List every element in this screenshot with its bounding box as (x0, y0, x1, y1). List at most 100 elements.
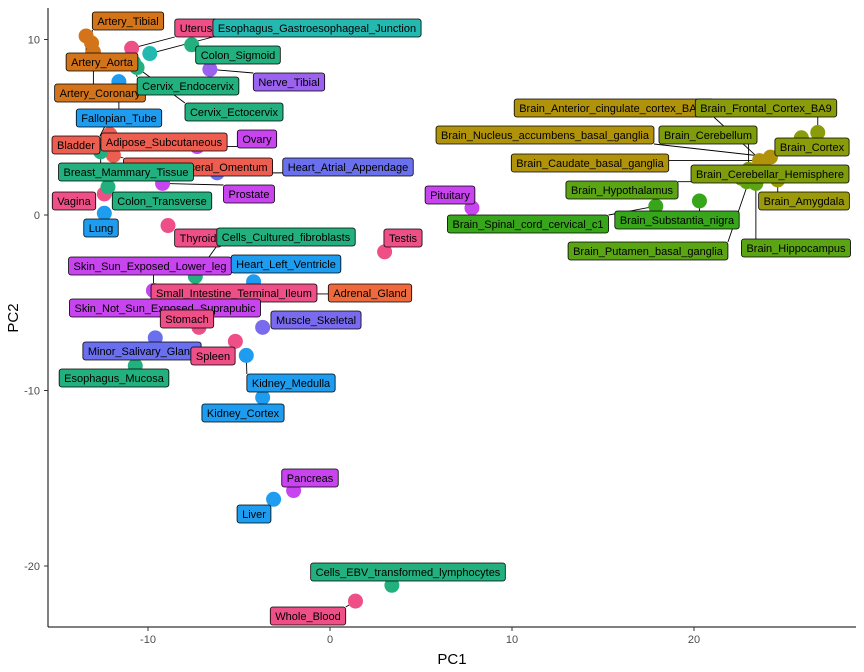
label-box (270, 310, 362, 330)
label-box (252, 72, 326, 92)
label-pancreas: Pancreas (281, 468, 339, 488)
x-tick-label: 20 (688, 634, 700, 646)
label-text: Cells_EBV_transformed_lymphocytes (316, 567, 501, 579)
label-box (91, 11, 165, 31)
label-text: Brain_Spinal_cord_cervical_c1 (452, 219, 603, 231)
label-whole-blood: Whole_Blood (269, 606, 347, 626)
label-adipose-subcutaneous: Adipose_Subcutaneous (100, 132, 228, 152)
y-axis-title: PC2 (5, 303, 22, 332)
label-text: Brain_Caudate_basal_ganglia (516, 158, 664, 170)
label-box (236, 504, 272, 524)
label-text: Muscle_Skeletal (276, 315, 356, 327)
point-kidney-cortex (255, 390, 271, 406)
label-text: Fallopian_Tube (81, 113, 156, 125)
point-thyroid (160, 218, 176, 234)
label-box (567, 241, 729, 261)
x-axis-title: PC1 (437, 651, 466, 668)
y-tick-label: 10 (28, 35, 40, 47)
label-skin-sun-exposed-lower-leg: Skin_Sun_Exposed_Lower_leg (68, 256, 232, 276)
point-artery-aorta (78, 28, 94, 44)
label-stomach: Stomach (159, 309, 215, 329)
label-text: Brain_Nucleus_accumbens_basal_ganglia (441, 130, 650, 142)
label-brain-frontal-cortex-ba9: Brain_Frontal_Cortex_BA9 (694, 98, 838, 118)
label-box (83, 218, 119, 238)
label-brain-putamen-basal-ganglia: Brain_Putamen_basal_ganglia (567, 241, 729, 261)
label-text: Brain_Putamen_basal_ganglia (573, 246, 724, 258)
label-box (383, 228, 423, 248)
label-box (565, 180, 679, 200)
point-uterus (124, 40, 140, 56)
label-box (159, 309, 215, 329)
label-cells-ebv-transformed-lymphocytes: Cells_EBV_transformed_lymphocytes (310, 562, 506, 582)
label-text: Brain_Cortex (780, 142, 845, 154)
x-tick-label: -10 (140, 634, 156, 646)
x-tick-label: 0 (327, 634, 333, 646)
label-nerve-tibial: Nerve_Tibial (252, 72, 326, 92)
point-lung (96, 205, 112, 221)
label-uterus: Uterus (174, 18, 218, 38)
label-box (212, 18, 422, 38)
label-box (327, 283, 413, 303)
y-tick-label: 0 (34, 210, 40, 222)
label-text: Brain_Hypothalamus (571, 185, 674, 197)
label-text: Pituitary (430, 190, 470, 202)
point-brain-substantia-nigra (691, 193, 707, 209)
leader-line (162, 182, 224, 186)
point-liver (266, 491, 282, 507)
label-artery-coronary: Artery_Coronary (54, 83, 146, 103)
label-text: Brain_Amygdala (764, 196, 846, 208)
label-colon-sigmoid: Colon_Sigmoid (195, 45, 281, 65)
label-box (223, 184, 275, 204)
label-text: Nerve_Tibial (258, 77, 319, 89)
point-kidney-medulla (238, 347, 254, 363)
label-box (758, 191, 850, 211)
label-thyroid: Thyroid (174, 228, 222, 248)
label-text: Artery_Coronary (60, 88, 141, 100)
label-pituitary: Pituitary (424, 185, 476, 205)
label-text: Minor_Salivary_Gland (88, 346, 196, 358)
point-cells-ebv-transformed-lymphocytes (384, 577, 400, 593)
label-text: Testis (389, 233, 418, 245)
label-text: Adipose_Subcutaneous (106, 137, 223, 149)
label-text: Thyroid (180, 233, 217, 245)
label-box (184, 102, 284, 122)
y-tick-label: -20 (24, 561, 40, 573)
label-text: Small_Intestine_Terminal_Ileum (156, 288, 312, 300)
label-cervix-endocervix: Cervix_Endocervix (136, 76, 240, 96)
label-box (75, 108, 163, 128)
label-text: Kidney_Cortex (207, 408, 280, 420)
point-brain-frontal-cortex-ba9 (810, 125, 826, 141)
label-testis: Testis (383, 228, 423, 248)
leader-line (149, 36, 214, 54)
point-adipose-visceral-omentum (105, 147, 121, 163)
label-text: Cervix_Ectocervix (190, 107, 279, 119)
label-box (65, 52, 139, 72)
label-box (741, 238, 851, 258)
label-adrenal-gland: Adrenal_Gland (327, 283, 413, 303)
label-box (230, 254, 342, 274)
label-text: Brain_Hippocampus (746, 243, 846, 255)
label-text: Vagina (57, 196, 91, 208)
label-text: Brain_Cerebellar_Hemisphere (696, 169, 844, 181)
label-kidney-cortex: Kidney_Cortex (201, 403, 285, 423)
label-text: Whole_Blood (275, 611, 340, 623)
label-text: Esophagus_Gastroesophageal_Junction (218, 23, 416, 35)
point-spleen (227, 333, 243, 349)
label-kidney-medulla: Kidney_Medulla (246, 373, 336, 393)
label-small-intestine-terminal-ileum: Small_Intestine_Terminal_Ileum (150, 283, 318, 303)
label-vagina: Vagina (51, 191, 97, 211)
label-brain-substantia-nigra: Brain_Substantia_nigra (614, 210, 740, 230)
label-text: Stomach (165, 314, 208, 326)
label-text: Spleen (196, 351, 230, 363)
ticks: -10 0 10 20 10 0 -10 -20 (24, 35, 700, 647)
label-box (195, 45, 281, 65)
x-tick-label: 10 (506, 634, 518, 646)
label-box (281, 468, 339, 488)
label-brain-cerebellar-hemisphere: Brain_Cerebellar_Hemisphere (690, 164, 850, 184)
label-box (694, 98, 838, 118)
label-box (201, 403, 285, 423)
label-fallopian-tube: Fallopian_Tube (75, 108, 163, 128)
axes (47, 8, 856, 628)
label-box (51, 135, 101, 155)
